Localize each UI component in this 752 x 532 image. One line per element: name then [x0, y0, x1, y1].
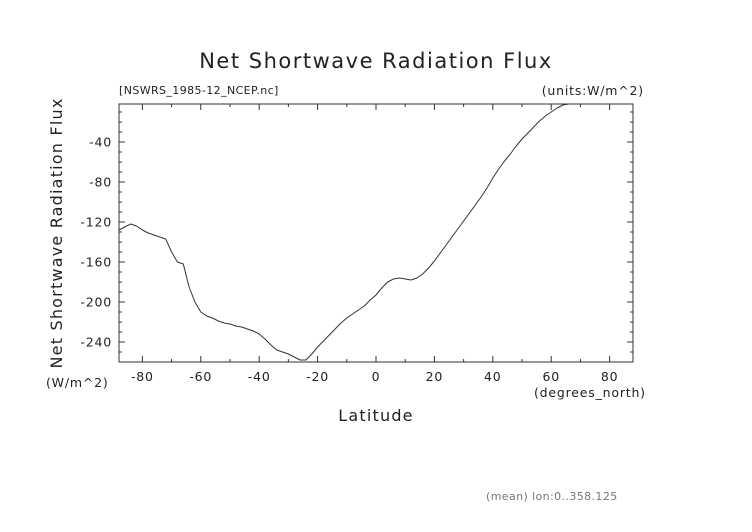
x-tick-label: -20 — [306, 369, 329, 384]
x-axis-label: Latitude — [338, 406, 413, 425]
plot-frame — [118, 103, 634, 363]
source-file-label: [NSWRS_1985-12_NCEP.nc] — [119, 84, 279, 97]
x-tick-label: 40 — [484, 369, 502, 384]
y-tick-label: -200 — [80, 295, 112, 310]
y-tick-label: -40 — [89, 135, 112, 150]
x-tick-label: 80 — [601, 369, 619, 384]
units-label: (units:W/m^2) — [542, 83, 644, 98]
y-tick-label: -80 — [89, 175, 112, 190]
y-axis-units: (W/m^2) — [46, 375, 109, 390]
y-tick-label: -120 — [80, 215, 112, 230]
chart-title: Net Shortwave Radiation Flux — [199, 49, 553, 73]
x-tick-label: 20 — [426, 369, 444, 384]
x-tick-label: 0 — [372, 369, 381, 384]
y-axis-label: Net Shortwave Radiation Flux — [47, 98, 66, 369]
axis-ticks — [119, 104, 633, 362]
y-tick-label: -240 — [80, 335, 112, 350]
series-line — [118, 103, 633, 361]
x-tick-label: 60 — [542, 369, 560, 384]
x-tick-label: -80 — [131, 369, 154, 384]
x-tick-label: -60 — [189, 369, 212, 384]
x-axis-units: (degrees_north) — [534, 385, 646, 400]
x-tick-label: -40 — [248, 369, 271, 384]
y-tick-label: -160 — [80, 255, 112, 270]
footnote: (mean) lon:0..358.125 — [486, 490, 618, 503]
axis-tick-labels: -80 -60 -40 -20 0 20 40 60 80-40-80-120-160-200-… — [80, 135, 619, 385]
series-group — [118, 103, 633, 361]
